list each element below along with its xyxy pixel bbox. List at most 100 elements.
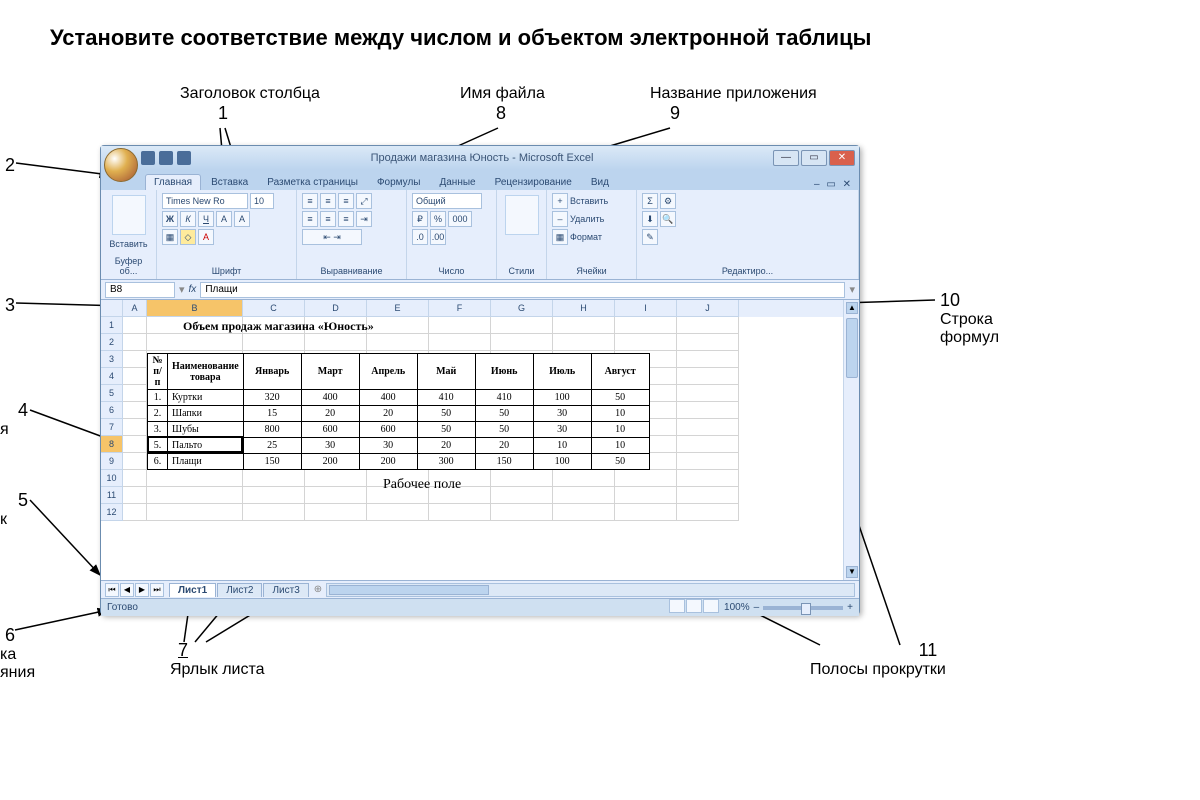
worksheet-grid[interactable]: 123456789101112 ABCDEFGHIJ Объем продаж … <box>101 300 859 580</box>
formula-input[interactable]: Плащи <box>200 282 845 298</box>
minimize-button[interactable]: — <box>773 150 799 166</box>
column-header[interactable]: E <box>367 300 429 317</box>
row-header[interactable]: 6 <box>101 402 122 419</box>
window-title: Продажи магазина Юность - Microsoft Exce… <box>191 152 773 164</box>
ribbon-cells-group: +Вставить –Удалить ▦Формат Ячейки <box>547 190 637 279</box>
zoom-out-icon[interactable]: – <box>754 602 760 613</box>
horizontal-scrollbar[interactable] <box>326 583 855 597</box>
status-bar: Готово 100% – + <box>101 598 859 616</box>
row-header[interactable]: 5 <box>101 385 122 402</box>
annotation-5: 5 к <box>0 490 28 529</box>
scroll-up-icon[interactable]: ▲ <box>846 302 858 314</box>
data-table: № п/пНаименование товараЯнварьМартАпрель… <box>147 353 650 470</box>
tab-review[interactable]: Рецензирование <box>486 174 581 190</box>
column-header[interactable]: J <box>677 300 739 317</box>
zoom-in-icon[interactable]: + <box>847 602 853 613</box>
zoom-level[interactable]: 100% <box>724 602 750 613</box>
ribbon-styles-group: Стили <box>497 190 547 279</box>
tab-formulas[interactable]: Формулы <box>368 174 430 190</box>
fill-color-icon[interactable]: ◇ <box>180 229 196 245</box>
underline-button[interactable]: Ч <box>198 211 214 227</box>
fx-icon[interactable]: fx <box>189 284 197 295</box>
row-header[interactable]: 12 <box>101 504 122 521</box>
annotation-3: 3 <box>5 295 15 316</box>
new-sheet-icon[interactable]: ⊕ <box>314 584 322 595</box>
border-icon[interactable]: ▦ <box>162 229 178 245</box>
save-icon[interactable] <box>141 151 155 165</box>
column-header[interactable]: D <box>305 300 367 317</box>
font-name-input[interactable]: Times New Ro <box>162 193 248 209</box>
annotation-7: 7 Ярлык листа <box>170 640 265 679</box>
close-button[interactable]: ✕ <box>829 150 855 166</box>
sheet-tab-2[interactable]: Лист2 <box>217 583 262 597</box>
sheet-tab-bar: ⏮◀▶⏭ Лист1 Лист2 Лист3 ⊕ <box>101 580 859 598</box>
tab-home[interactable]: Главная <box>145 174 201 190</box>
row-header[interactable]: 3 <box>101 351 122 368</box>
annotation-4: 4 я <box>0 400 28 439</box>
ribbon-number-group: Общий ₽%000 .0.00 Число <box>407 190 497 279</box>
status-ready: Готово <box>107 602 138 613</box>
formula-bar: B8 ▾ fx Плащи ▾ <box>101 280 859 300</box>
page-title: Установите соответствие между числом и о… <box>50 25 871 51</box>
column-headers[interactable]: ABCDEFGHIJ <box>123 300 843 317</box>
office-button[interactable] <box>104 148 138 182</box>
paste-button[interactable] <box>112 195 146 235</box>
annotation-10: 10 Строка формул <box>940 290 1010 347</box>
row-header[interactable]: 1 <box>101 317 122 334</box>
column-header[interactable]: G <box>491 300 553 317</box>
annotation-1: Заголовок столбца 1 <box>180 85 320 124</box>
ribbon-align-group: ≡≡≡⤢ ≡≡≡⇥ ⇤ ⇥ Выравнивание <box>297 190 407 279</box>
bold-button[interactable]: Ж <box>162 211 178 227</box>
vertical-scrollbar[interactable]: ▲ ▼ <box>843 300 859 580</box>
undo-icon[interactable] <box>159 151 173 165</box>
italic-button[interactable]: К <box>180 211 196 227</box>
zoom-slider[interactable] <box>763 606 843 610</box>
titlebar: Продажи магазина Юность - Microsoft Exce… <box>101 146 859 170</box>
column-header[interactable]: F <box>429 300 491 317</box>
sheet-nav-arrows[interactable]: ⏮◀▶⏭ <box>105 583 165 597</box>
tab-view[interactable]: Вид <box>582 174 618 190</box>
ribbon: Вставить Буфер об... Times New Ro 10 Ж К… <box>101 190 859 280</box>
scroll-thumb[interactable] <box>846 318 858 378</box>
redo-icon[interactable] <box>177 151 191 165</box>
row-header[interactable]: 7 <box>101 419 122 436</box>
tab-layout[interactable]: Разметка страницы <box>258 174 367 190</box>
font-grow-icon[interactable]: A <box>216 211 232 227</box>
name-box[interactable]: B8 <box>105 282 175 298</box>
column-header[interactable]: H <box>553 300 615 317</box>
annotation-2: 2 <box>5 155 15 176</box>
row-header[interactable]: 4 <box>101 368 122 385</box>
row-headers[interactable]: 123456789101112 <box>101 317 123 521</box>
font-size-input[interactable]: 10 <box>250 193 274 209</box>
tab-insert[interactable]: Вставка <box>202 174 257 190</box>
column-header[interactable]: C <box>243 300 305 317</box>
font-color-icon[interactable]: A <box>198 229 214 245</box>
column-header[interactable]: A <box>123 300 147 317</box>
annotation-11: 11 Полосы прокрутки <box>810 640 946 679</box>
tab-data[interactable]: Данные <box>430 174 484 190</box>
view-buttons[interactable] <box>669 599 720 616</box>
column-header[interactable]: I <box>615 300 677 317</box>
column-header[interactable]: B <box>147 300 243 317</box>
sheet-tab-3[interactable]: Лист3 <box>263 583 308 597</box>
select-all-corner[interactable] <box>101 300 123 317</box>
ribbon-font-group: Times New Ro 10 Ж К Ч A A ▦ ◇ A Шрифт <box>157 190 297 279</box>
styles-button[interactable] <box>505 195 539 235</box>
workbook-window-controls[interactable]: – ▭ ✕ <box>814 179 853 190</box>
row-header[interactable]: 2 <box>101 334 122 351</box>
row-header[interactable]: 9 <box>101 453 122 470</box>
table-title: Объем продаж магазина «Юность» <box>183 319 374 334</box>
row-header[interactable]: 11 <box>101 487 122 504</box>
ribbon-edit-group: Σ⚙ ⬇🔍 ✎ Редактиро... <box>637 190 859 279</box>
scroll-down-icon[interactable]: ▼ <box>846 566 858 578</box>
annotation-9: Название приложения 9 <box>650 85 817 124</box>
row-header[interactable]: 8 <box>101 436 122 453</box>
font-shrink-icon[interactable]: A <box>234 211 250 227</box>
ribbon-tabs: Главная Вставка Разметка страницы Формул… <box>101 170 859 190</box>
work-field-label: Рабочее поле <box>383 477 461 493</box>
quick-access-toolbar[interactable] <box>141 151 191 165</box>
maximize-button[interactable]: ▭ <box>801 150 827 166</box>
excel-window: Продажи магазина Юность - Microsoft Exce… <box>100 145 860 615</box>
sheet-tab-1[interactable]: Лист1 <box>169 583 216 597</box>
row-header[interactable]: 10 <box>101 470 122 487</box>
